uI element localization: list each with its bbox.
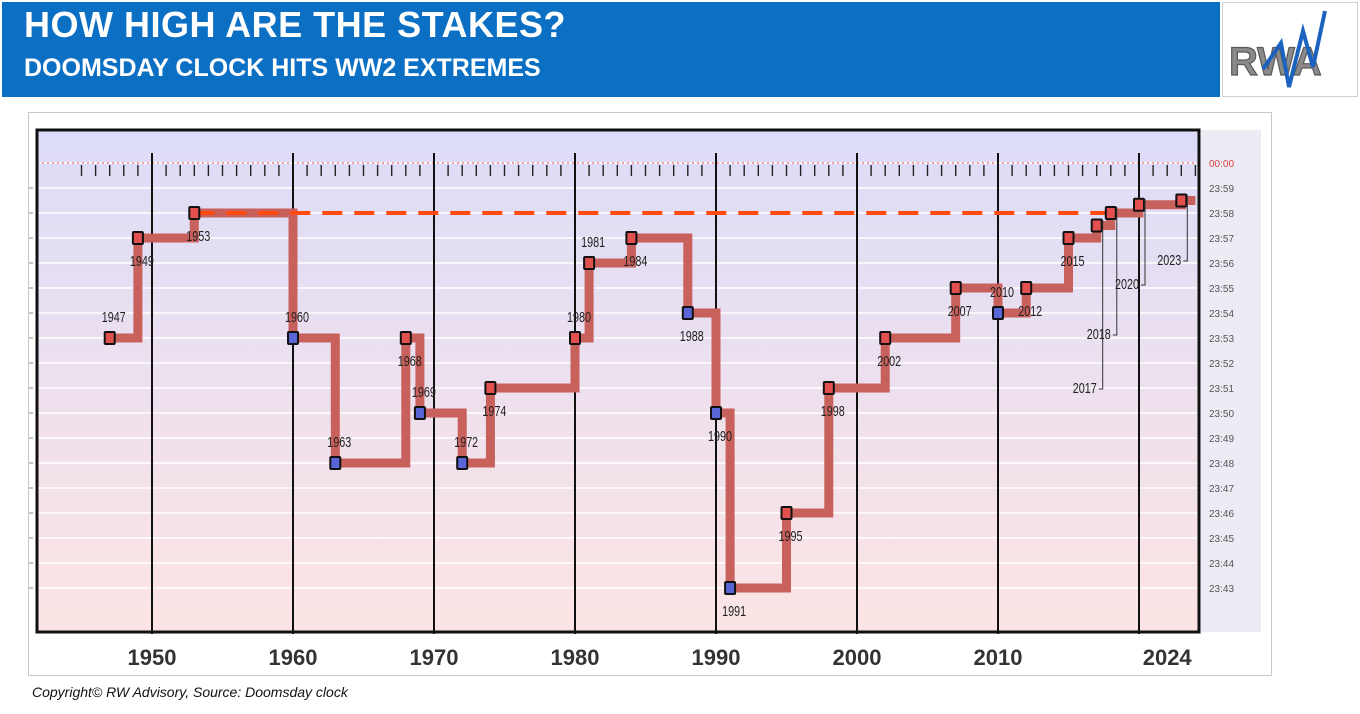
x-tick-label: 2000	[833, 645, 882, 670]
y-tick-label: 23:50	[1209, 409, 1234, 420]
data-point-label: 1972	[454, 433, 478, 450]
y-tick-label: 23:46	[1209, 509, 1234, 520]
data-point-label: 2007	[948, 302, 972, 319]
data-point-marker	[413, 406, 426, 420]
y-tick-label: 23:44	[1209, 559, 1234, 570]
doomsday-clock-chart: 23:43 23:44 23:45 23:46 23:47 23:48 23:49 23:50…	[29, 113, 1271, 675]
page-title: HOW HIGH ARE THE STAKES?	[24, 4, 566, 45]
data-point-marker	[625, 231, 638, 245]
x-tick-label: 1980	[551, 645, 600, 670]
y-tick-label: 23:58	[1209, 209, 1234, 220]
data-point-marker	[780, 506, 793, 520]
data-point-marker	[583, 256, 596, 270]
x-tick-label: 1960	[269, 645, 318, 670]
data-point-marker	[1020, 281, 1033, 295]
x-tick-label: 1950	[128, 645, 177, 670]
y-axis-panel	[1201, 130, 1261, 632]
data-point-marker	[1090, 218, 1103, 233]
data-point-marker	[879, 331, 892, 345]
data-point-label: 1960	[285, 308, 309, 325]
data-point-marker	[103, 331, 116, 345]
plot-area	[37, 130, 1199, 632]
data-point-label: 1995	[779, 527, 803, 544]
data-point-label: 1980	[567, 308, 591, 325]
label-leader-line	[1112, 207, 1118, 336]
y-tick-label: 00:00	[1209, 159, 1234, 170]
label-leader-line	[1098, 219, 1104, 390]
y-tick-label: 23:54	[1209, 309, 1234, 320]
chart-panel: 23:43 23:44 23:45 23:46 23:47 23:48 23:49 23:50…	[28, 112, 1272, 676]
data-point-label: 1974	[482, 402, 506, 419]
data-point-label: 1991	[722, 602, 746, 619]
x-tick-label: 2024	[1143, 645, 1193, 670]
data-point-marker	[456, 456, 469, 470]
y-tick-label: 23:56	[1209, 259, 1234, 270]
data-point-label: 1988	[680, 327, 704, 344]
data-point-label: 1963	[327, 433, 351, 450]
y-tick-label: 23:59	[1209, 184, 1234, 195]
data-point-marker	[1175, 193, 1188, 208]
data-point-marker	[992, 306, 1004, 320]
logo-bolt-mark	[1261, 10, 1327, 88]
data-point-marker	[1133, 197, 1145, 212]
data-point-marker	[724, 581, 737, 595]
title-banner: HOW HIGH ARE THE STAKES? DOOMSDAY CLOCK …	[2, 2, 1220, 97]
data-point-marker	[949, 281, 962, 295]
data-point-marker	[131, 231, 144, 245]
data-point-marker	[1104, 206, 1117, 220]
data-point-marker	[710, 406, 722, 420]
y-tick-label: 23:49	[1209, 434, 1234, 445]
y-tick-label: 23:47	[1209, 484, 1234, 495]
rwa-logo-icon: RWA	[1228, 10, 1327, 88]
x-tick-label: 2010	[974, 645, 1023, 670]
company-logo: RWA	[1222, 2, 1358, 97]
y-tick-label: 23:45	[1209, 534, 1234, 545]
copyright-note: Copyright© RW Advisory, Source: Doomsday…	[32, 684, 348, 700]
y-tick-label: 23:57	[1209, 234, 1234, 245]
y-tick-label: 23:52	[1209, 359, 1234, 370]
series-step-line	[109, 196, 1196, 593]
data-point-label: 1949	[130, 252, 154, 269]
data-point-marker	[1062, 231, 1075, 245]
page-subtitle: DOOMSDAY CLOCK HITS WW2 EXTREMES	[24, 54, 541, 82]
data-point-label: 1984	[623, 252, 647, 269]
data-point-label: 2023	[1157, 251, 1181, 268]
data-point-label: 1947	[102, 308, 126, 325]
y-tick-label: 23:55	[1209, 284, 1234, 295]
y-tick-label: 23:48	[1209, 459, 1234, 470]
data-point-marker	[287, 331, 299, 345]
data-point-label: 2015	[1061, 252, 1085, 269]
data-point-label: 2002	[877, 352, 901, 369]
data-point-marker	[822, 381, 835, 395]
label-leader-line	[1141, 198, 1146, 286]
plot-border	[35, 128, 1201, 634]
data-point-marker	[569, 331, 581, 345]
data-point-label: 2012	[1018, 302, 1042, 319]
data-point-marker	[681, 306, 694, 320]
data-point-label: 1953	[186, 227, 210, 244]
data-point-label: 1968	[398, 352, 422, 369]
data-point-label: 1998	[821, 402, 845, 419]
data-point-marker	[329, 456, 342, 470]
data-point-label: 2010	[990, 283, 1014, 300]
data-point-label: 1969	[412, 383, 436, 400]
data-point-label: 2018	[1087, 325, 1111, 342]
y-tick-label: 23:43	[1209, 584, 1234, 595]
data-point-label: 2017	[1073, 379, 1097, 396]
y-tick-label: 23:51	[1209, 384, 1234, 395]
label-leader-line	[1183, 194, 1188, 262]
data-point-marker	[188, 206, 201, 220]
data-point-label: 2020	[1115, 275, 1139, 292]
x-tick-label: 1990	[692, 645, 741, 670]
data-point-marker	[484, 381, 497, 395]
data-point-label: 1981	[581, 233, 605, 250]
x-tick-label: 1970	[410, 645, 459, 670]
data-point-marker	[399, 331, 412, 345]
data-point-label: 1990	[708, 427, 732, 444]
y-tick-label: 23:53	[1209, 334, 1234, 345]
